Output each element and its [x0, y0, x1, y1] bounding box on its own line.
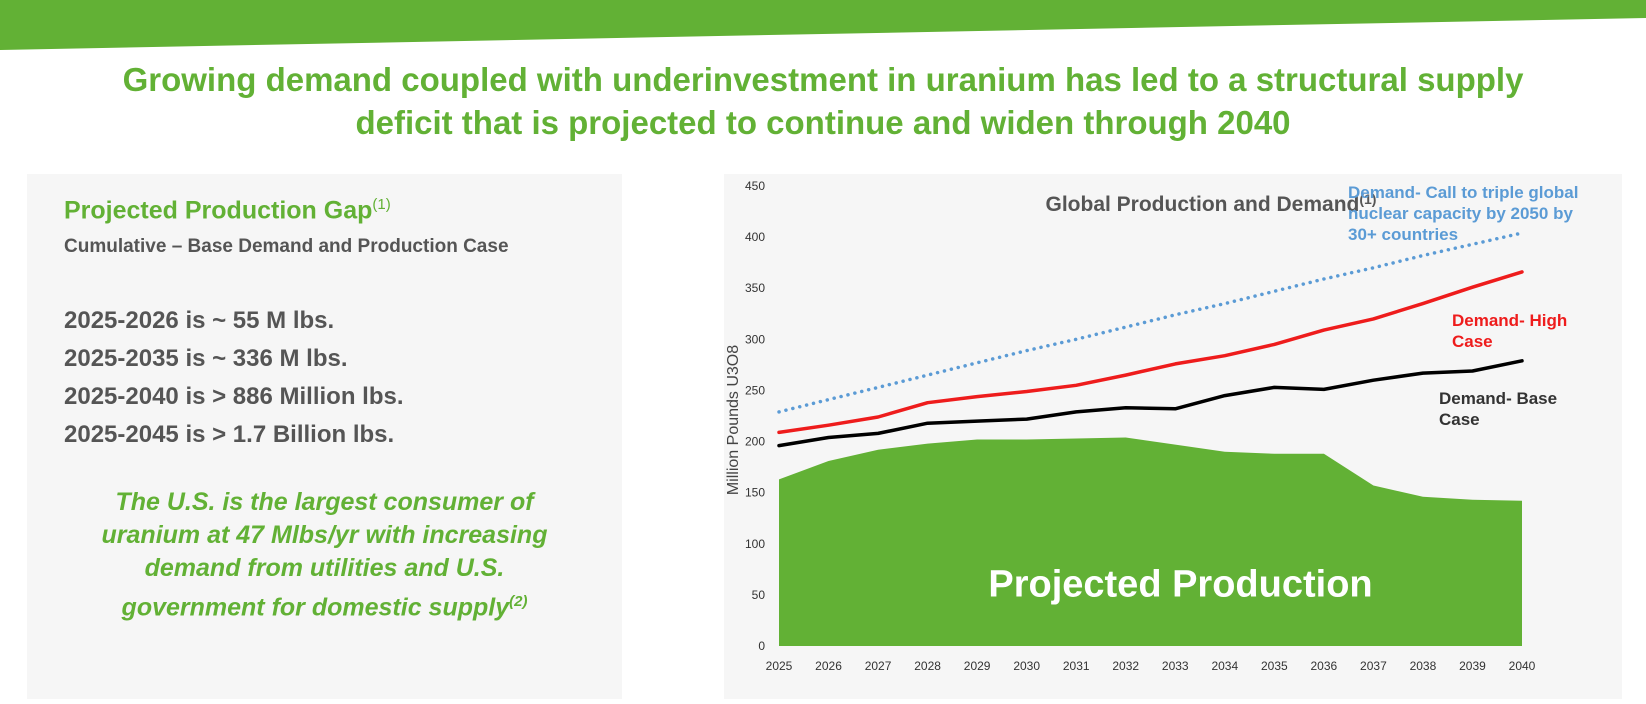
- y-tick-label: 100: [745, 537, 765, 551]
- x-tick-label: 2030: [1013, 659, 1040, 673]
- base-demand-label: Case: [1439, 410, 1480, 429]
- y-tick-label: 400: [745, 230, 765, 244]
- y-tick-label: 350: [745, 281, 765, 295]
- headline-line-1: Growing demand coupled with underinvestm…: [122, 61, 1524, 98]
- us-consumer-note: The U.S. is the largest consumer of uran…: [57, 486, 592, 624]
- high-demand-label: Case: [1452, 332, 1493, 351]
- x-tick-label: 2036: [1311, 659, 1338, 673]
- page-headline: Growing demand coupled with underinvestm…: [40, 58, 1606, 144]
- gap-item: 2025-2035 is ~ 336 M lbs.: [64, 345, 348, 372]
- y-tick-label: 50: [752, 588, 766, 602]
- x-tick-label: 2034: [1211, 659, 1238, 673]
- x-tick-label: 2035: [1261, 659, 1288, 673]
- gap-item: 2025-2026 is ~ 55 M lbs.: [64, 307, 335, 334]
- x-tick-label: 2037: [1360, 659, 1387, 673]
- x-tick-label: 2027: [865, 659, 892, 673]
- gap-title-footnote: (1): [372, 196, 391, 213]
- x-tick-label: 2029: [964, 659, 991, 673]
- x-tick-label: 2038: [1410, 659, 1437, 673]
- x-tick-label: 2040: [1509, 659, 1536, 673]
- x-tick-label: 2031: [1063, 659, 1090, 673]
- y-tick-label: 450: [745, 179, 765, 193]
- x-tick-label: 2033: [1162, 659, 1189, 673]
- gap-title-text: Projected Production Gap: [64, 196, 373, 225]
- gap-title: Projected Production Gap(1): [64, 196, 391, 225]
- us-note-footnote: (2): [509, 593, 528, 610]
- us-note-line: uranium at 47 Mlbs/yr with increasing: [101, 521, 548, 549]
- high-demand-label: Demand- High: [1452, 311, 1567, 330]
- us-note-line: government for domestic supply(2): [57, 585, 592, 624]
- chart-title-text: Global Production and Demand: [1046, 193, 1360, 216]
- demand-high-line: [777, 270, 1524, 435]
- x-tick-label: 2025: [766, 659, 793, 673]
- base-demand-label: Demand- Base: [1439, 389, 1557, 408]
- production-area: [779, 437, 1522, 646]
- y-tick-label: 150: [745, 486, 765, 500]
- chart-title-footnote: (1): [1359, 191, 1376, 207]
- y-axis-title: Million Pounds U3O8: [725, 345, 742, 495]
- demand-triple-line: [777, 231, 1524, 414]
- gap-item: 2025-2045 is > 1.7 Billion lbs.: [64, 421, 395, 448]
- top-green-band: [0, 0, 1646, 50]
- area-label: Projected Production: [988, 564, 1372, 606]
- x-tick-label: 2028: [914, 659, 941, 673]
- x-tick-label: 2026: [815, 659, 842, 673]
- triple-demand-label: 30+ countries: [1348, 225, 1458, 244]
- us-note-line: The U.S. is the largest consumer of: [115, 488, 534, 516]
- gap-subtitle: Cumulative – Base Demand and Production …: [64, 236, 509, 257]
- us-note-line: demand from utilities and U.S.: [144, 554, 505, 582]
- chart-title: Global Production and Demand(1): [1046, 191, 1377, 216]
- us-note-line-text: government for domestic supply: [121, 593, 510, 622]
- triple-demand-label: Demand- Call to triple global: [1348, 183, 1578, 202]
- triple-demand-label: nuclear capacity by 2050 by: [1348, 204, 1573, 223]
- y-tick-label: 250: [745, 383, 765, 397]
- x-tick-label: 2039: [1459, 659, 1486, 673]
- x-tick-label: 2032: [1112, 659, 1139, 673]
- y-tick-label: 0: [758, 639, 765, 653]
- headline-line-2: deficit that is projected to continue an…: [355, 104, 1291, 141]
- y-tick-label: 300: [745, 332, 765, 346]
- production-gap-panel: Projected Production Gap(1) Cumulative –…: [27, 174, 622, 699]
- gap-list: 2025-2026 is ~ 55 M lbs. 2025-2035 is ~ …: [64, 302, 404, 454]
- gap-item: 2025-2040 is > 886 Million lbs.: [64, 383, 404, 410]
- chart-panel: 0 50 100 150 200 250 300 350 400 450 2025 2026 2027 2…: [724, 174, 1622, 699]
- production-demand-chart: 0 50 100 150 200 250 300 350 400 450 2025 2026 2027 2…: [725, 179, 1578, 673]
- demand-base-line: [777, 359, 1524, 448]
- y-tick-label: 200: [745, 435, 765, 449]
